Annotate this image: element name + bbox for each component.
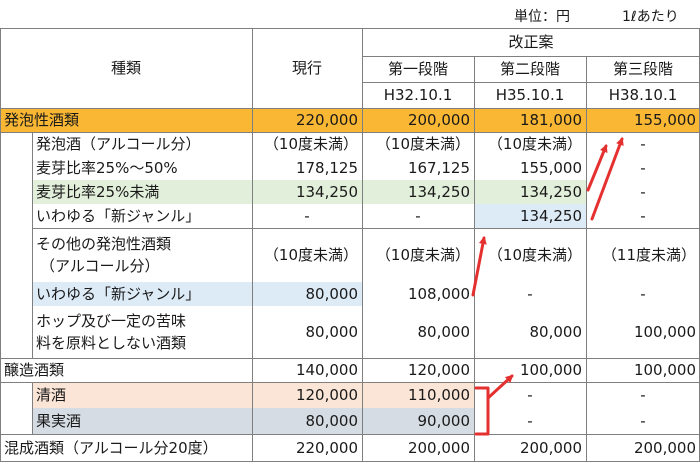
row-konsei-stage2: 200,000 [519,439,582,457]
row-shin-genre-1-stage2: 134,250 [474,204,586,228]
row-shin-genre-2-stage2: - [527,285,533,303]
row-bakuga-25-50-current: 178,125 [295,159,358,177]
grid-line [586,56,587,462]
row-jozo-stage1: 120,000 [407,361,470,379]
row-happoseisyurui-stage3: 155,000 [586,108,700,132]
grid-line [0,28,700,29]
grid-line [0,108,700,109]
row-bakuga-25-50-stage2: 155,000 [519,159,582,177]
row-happoshu-stage1: （10度未満） [375,135,470,153]
row-hop-name-line2: 料を原料としない酒類 [36,334,187,352]
grid-line [252,28,253,462]
row-shin-genre-2-stage3: - [640,285,646,303]
grid-line [474,56,475,462]
row-bakuga-25-50-name: 麦芽比率25%～50% [36,159,178,177]
row-hop-stage3: 100,000 [633,323,696,341]
row-kajitsu-stage2: - [527,412,533,430]
row-happoseisyurui-name: 発泡性酒類 [0,108,252,132]
row-seishu-current: 120,000 [252,382,362,408]
header-date-3: H38.10.1 [608,86,678,104]
row-jozo-name: 醸造酒類 [4,361,65,379]
grid-line [0,382,700,383]
grid-line [32,228,700,229]
grid-line [0,434,700,435]
row-sonota-current: （10度未満） [263,246,358,264]
unit-per: 1ℓあたり [622,9,679,25]
row-bakuga-under25-stage1: 134,250 [362,180,474,204]
header-proposal: 改正案 [508,33,554,51]
unit-label: 単位：円 [514,9,570,25]
row-sonota-name-line1: その他の発泡性酒類 [36,235,172,253]
row-konsei-stage1: 200,000 [407,439,470,457]
grid-line [32,132,33,358]
row-hop-stage1: 80,000 [417,323,471,341]
row-bakuga-under25-name: 麦芽比率25%未満 [32,180,252,204]
row-sonota-stage1: （10度未満） [375,246,470,264]
row-jozo-current: 140,000 [295,361,358,379]
row-jozo-stage2: 100,000 [519,361,582,379]
row-hop-name: ホップ及び一定の苦味 料を原料としない酒類 [32,306,252,358]
row-bakuga-25-50-stage3: - [640,159,646,177]
header-type: 種類 [110,59,141,77]
row-bakuga-under25-stage3: - [640,183,646,201]
row-hop-name-line1: ホップ及び一定の苦味 [36,312,187,330]
row-happoshu-stage2: （10度未満） [487,135,582,153]
row-sonota-stage3: （11度未満） [601,246,696,264]
header-date-1: H32.10.1 [383,86,453,104]
row-bakuga-under25-stage2: 134,250 [474,180,586,204]
unit-note: 単位：円 1ℓあたり [0,6,700,26]
row-kajitsu-name: 果実酒 [32,408,252,434]
row-happoshu-name: 発泡酒（アルコール分） [36,135,201,153]
row-seishu-stage3: - [640,386,646,404]
row-bakuga-25-50-stage1: 167,125 [407,159,470,177]
row-shin-genre-1-current: - [304,207,310,225]
row-happoseisyurui-stage1: 200,000 [362,108,474,132]
grid-line [362,82,700,83]
tax-rate-table: 種類 現行 改正案 第一段階 第二段階 第三段階 H32.10.1 H35.10… [0,28,700,462]
row-sonota-name-line2: （アルコール分） [40,257,160,275]
grid-line [0,358,700,359]
row-shin-genre-2-current: 80,000 [252,282,362,306]
row-seishu-name: 清酒 [32,382,252,408]
row-shin-genre-2-name: いわゆる「新ジャンル」 [32,282,252,306]
grid-line [0,28,1,462]
row-konsei-name: 混成酒類（アルコール分20度） [4,439,218,457]
row-seishu-stage1: 110,000 [362,382,474,408]
row-happoshu-stage3: - [640,135,646,153]
grid-line [362,28,363,462]
row-happoseisyurui-stage2: 181,000 [474,108,586,132]
row-happoshu-current: （10度未満） [263,135,358,153]
row-kajitsu-stage1: 90,000 [362,408,474,434]
row-hop-stage2: 80,000 [529,323,583,341]
grid-line [32,382,33,434]
header-date-2: H35.10.1 [495,86,565,104]
row-kajitsu-current: 80,000 [252,408,362,434]
header-current: 現行 [291,59,322,77]
row-happoseisyurui-current: 220,000 [252,108,362,132]
row-hop-current: 80,000 [305,323,359,341]
row-shin-genre-2-stage1: 108,000 [407,285,470,303]
row-shin-genre-1-name: いわゆる「新ジャンル」 [36,207,201,225]
grid-line [362,56,700,57]
row-shin-genre-1-stage3: - [640,207,646,225]
row-sonota-stage2: （10度未満） [487,246,582,264]
row-seishu-stage2: - [527,386,533,404]
row-konsei-current: 220,000 [295,439,358,457]
row-konsei-stage3: 200,000 [633,439,696,457]
header-stage-1: 第一段階 [387,60,448,78]
row-jozo-stage3: 100,000 [633,361,696,379]
row-shin-genre-1-stage1: - [415,207,421,225]
row-kajitsu-stage3: - [640,412,646,430]
grid-line [0,132,700,133]
header-stage-3: 第三段階 [612,60,673,78]
row-bakuga-under25-current: 134,250 [252,180,362,204]
header-stage-2: 第二段階 [499,60,560,78]
row-sonota-name: その他の発泡性酒類 （アルコール分） [32,228,252,282]
